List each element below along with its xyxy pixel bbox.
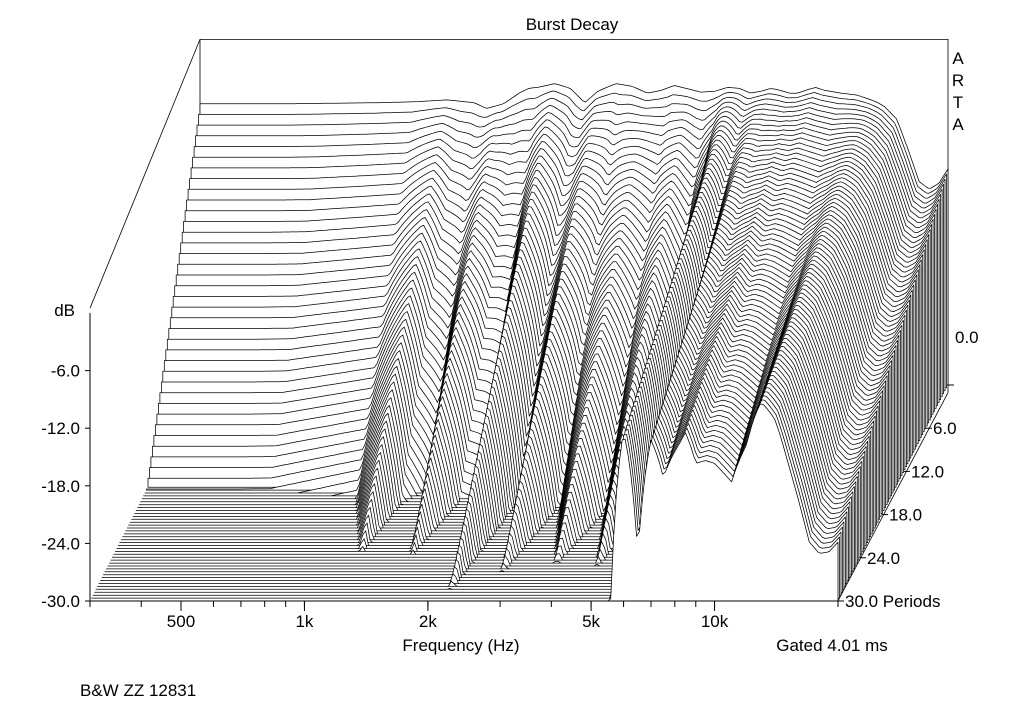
z-tick-label: -18.0 — [41, 477, 80, 496]
x-tick-label: 2k — [419, 612, 437, 631]
x-tick-label: 500 — [167, 612, 195, 631]
x-axis-label: Frequency (Hz) — [402, 636, 519, 655]
x-tick-label: 5k — [582, 612, 600, 631]
depth-tick-label: 30.0 Periods — [845, 592, 940, 611]
axis-lines — [85, 313, 954, 611]
x-tick-labels: 500 1k 2k 5k 10k — [167, 612, 729, 631]
branding-letter: R — [952, 71, 964, 90]
depth-tick-label: 24.0 — [867, 549, 900, 568]
branding-letter: A — [952, 115, 964, 134]
z-tick-label: -24.0 — [41, 534, 80, 553]
gate-time-note: Gated 4.01 ms — [776, 636, 888, 655]
z-tick-label: -6.0 — [51, 362, 80, 381]
measurement-name: B&W ZZ 12831 — [80, 681, 196, 700]
x-tick-label: 10k — [701, 612, 729, 631]
z-tick-label: -30.0 — [41, 592, 80, 611]
depth-tick-label: 12.0 — [911, 462, 944, 481]
left-wall-top-edge — [89, 39, 201, 309]
decay-slices — [89, 83, 949, 602]
x-tick-label: 1k — [295, 612, 313, 631]
z-tick-labels: -6.0 -12.0 -18.0 -24.0 -30.0 — [41, 362, 80, 611]
z-axis-label: dB — [54, 301, 75, 320]
right-depth-edge — [837, 392, 949, 602]
depth-tick-labels: 0.0 6.0 12.0 18.0 24.0 30.0 Periods — [845, 328, 979, 611]
depth-tick-label: 18.0 — [889, 506, 922, 525]
z-tick-label: -12.0 — [41, 419, 80, 438]
branding-letter: A — [952, 49, 964, 68]
chart-title: Burst Decay — [526, 15, 619, 34]
depth-tick-label: 6.0 — [933, 419, 957, 438]
branding-letter: T — [953, 93, 963, 112]
depth-tick-label: 0.0 — [955, 328, 979, 347]
